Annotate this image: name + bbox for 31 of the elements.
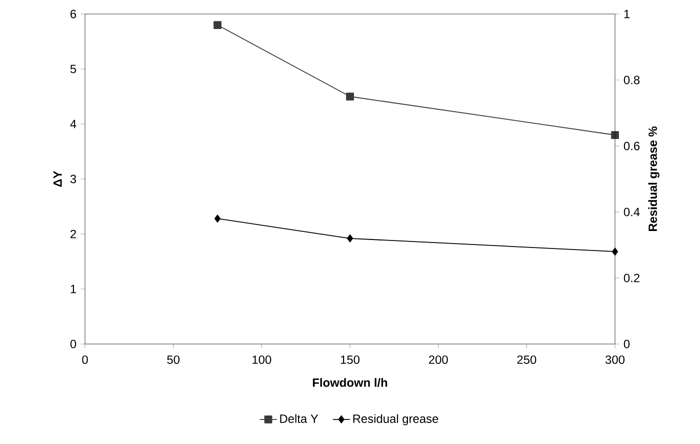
y2-tick-label: 0 — [624, 340, 630, 348]
point — [214, 21, 222, 29]
y-axis-title: ΔY — [54, 170, 62, 187]
y2-tick-label: 1 — [624, 10, 630, 18]
x-tick-label: 50 — [167, 355, 180, 364]
y2-tick-label: 0.2 — [624, 274, 640, 282]
legend-label: Residual grease — [353, 414, 438, 426]
y2-tick-label: 0.4 — [624, 208, 640, 216]
y2-axis-title: Residual grease % — [648, 126, 660, 232]
y-tick-label: 1 — [70, 284, 76, 294]
y-tick-label: 3 — [70, 174, 76, 184]
x-tick-label: 100 — [252, 355, 272, 364]
y2-tick-label: 0.8 — [624, 76, 640, 84]
y-tick-label: 0 — [70, 340, 76, 348]
y-tick-label: 5 — [70, 64, 76, 74]
x-tick-label: 200 — [428, 355, 448, 364]
y-tick-label: 2 — [70, 230, 76, 238]
x-axis-title: Flowdown l/h — [312, 378, 388, 387]
x-tick-label: 250 — [517, 355, 536, 364]
y-tick-label: 6 — [70, 10, 76, 18]
point — [611, 131, 619, 139]
legend-label: Delta Y — [280, 414, 318, 423]
y2-tick-label: 0.6 — [624, 142, 640, 150]
x-tick-label: 0 — [82, 355, 88, 364]
x-tick-label: 300 — [605, 355, 625, 364]
point — [612, 248, 618, 256]
x-tick-label: 150 — [340, 355, 360, 364]
point — [214, 214, 221, 223]
point — [346, 92, 354, 100]
point — [346, 234, 354, 242]
y-tick-label: 4 — [70, 120, 76, 128]
